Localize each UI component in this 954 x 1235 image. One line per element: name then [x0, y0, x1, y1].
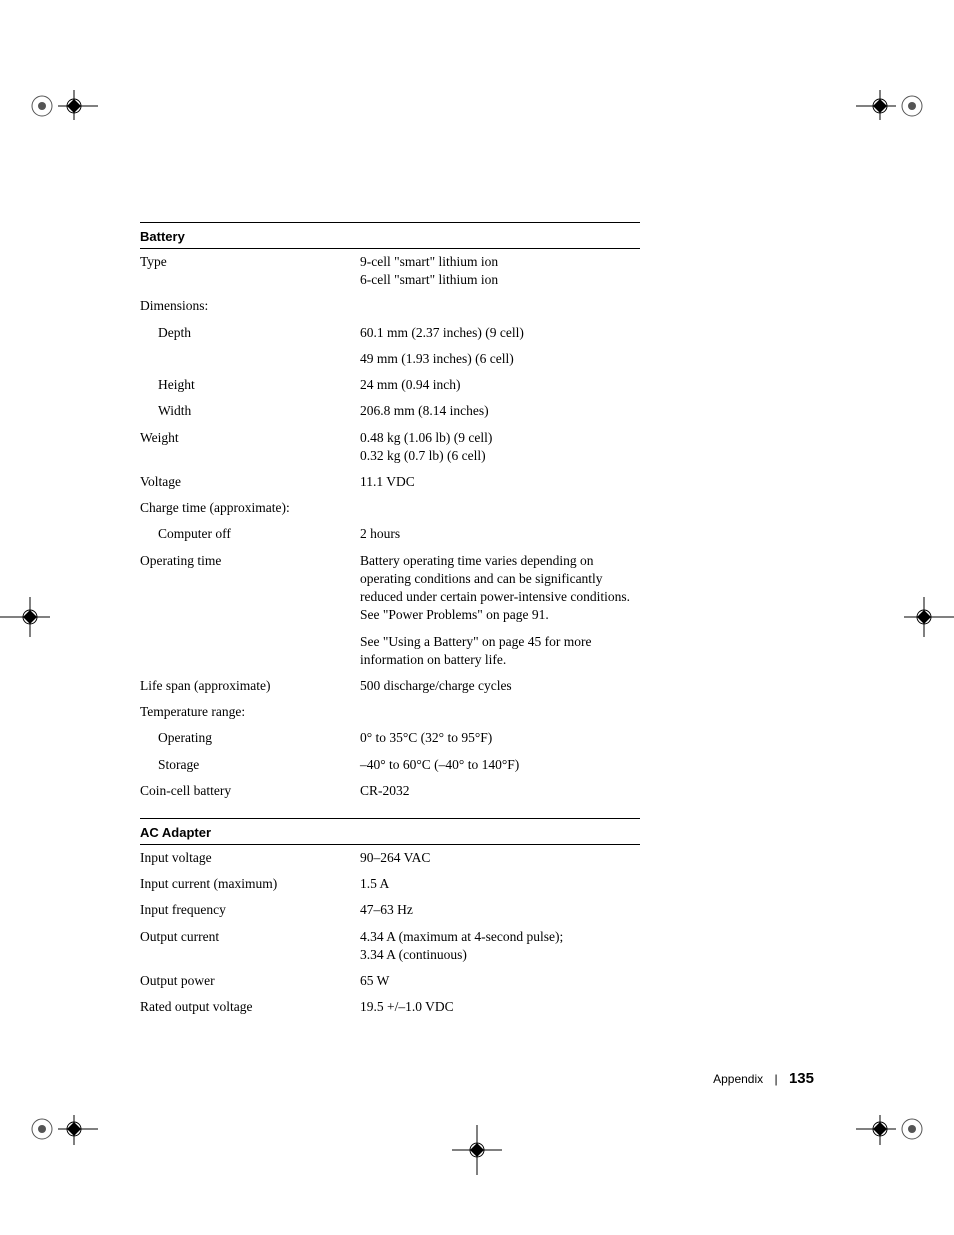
spec-value: 90–264 VAC	[360, 845, 640, 871]
table-row: Input current (maximum)1.5 A	[140, 871, 640, 897]
spec-value: 24 mm (0.94 inch)	[360, 372, 640, 398]
table-row: See "Using a Battery" on page 45 for mor…	[140, 629, 640, 673]
spec-value: 0° to 35°C (32° to 95°F)	[360, 725, 640, 751]
spec-label: Width	[140, 398, 360, 424]
spec-label: Output power	[140, 968, 360, 994]
table-row: Temperature range:	[140, 699, 640, 725]
spec-label: Temperature range:	[140, 699, 360, 725]
spec-label	[140, 346, 360, 372]
spec-value: 500 discharge/charge cycles	[360, 673, 640, 699]
spec-value: 4.34 A (maximum at 4-second pulse); 3.34…	[360, 924, 640, 968]
page-number: 135	[789, 1070, 814, 1087]
spec-value	[360, 495, 640, 521]
battery-table: Type9-cell "smart" lithium ion 6-cell "s…	[140, 249, 640, 804]
crop-mark-icon	[0, 582, 70, 652]
crop-mark-icon	[28, 50, 98, 120]
crop-mark-icon	[442, 1115, 512, 1185]
table-row: Dimensions:	[140, 293, 640, 319]
spec-label: Weight	[140, 425, 360, 469]
table-row: Width206.8 mm (8.14 inches)	[140, 398, 640, 424]
table-row: Operating0° to 35°C (32° to 95°F)	[140, 725, 640, 751]
table-row: Life span (approximate)500 discharge/cha…	[140, 673, 640, 699]
spec-value: –40° to 60°C (–40° to 140°F)	[360, 752, 640, 778]
ac-adapter-table: Input voltage90–264 VACInput current (ma…	[140, 845, 640, 1021]
spec-label: Depth	[140, 320, 360, 346]
ac-adapter-heading: AC Adapter	[140, 818, 640, 845]
table-row: Rated output voltage19.5 +/–1.0 VDC	[140, 994, 640, 1020]
crop-mark-icon	[884, 582, 954, 652]
table-row: Charge time (approximate):	[140, 495, 640, 521]
spec-label: Operating time	[140, 548, 360, 629]
table-row: Depth60.1 mm (2.37 inches) (9 cell)	[140, 320, 640, 346]
table-row: Type9-cell "smart" lithium ion 6-cell "s…	[140, 249, 640, 293]
spec-value	[360, 293, 640, 319]
spec-label: Dimensions:	[140, 293, 360, 319]
footer-section-label: Appendix	[713, 1072, 763, 1086]
spec-value: 65 W	[360, 968, 640, 994]
page-footer: Appendix | 135	[713, 1070, 814, 1087]
spec-value: CR-2032	[360, 778, 640, 804]
spec-value: 11.1 VDC	[360, 469, 640, 495]
table-row: Weight0.48 kg (1.06 lb) (9 cell) 0.32 kg…	[140, 425, 640, 469]
table-row: Coin-cell batteryCR-2032	[140, 778, 640, 804]
table-row: Input voltage90–264 VAC	[140, 845, 640, 871]
spec-value: 49 mm (1.93 inches) (6 cell)	[360, 346, 640, 372]
crop-mark-icon	[28, 1115, 98, 1185]
spec-label: Input voltage	[140, 845, 360, 871]
spec-label: Output current	[140, 924, 360, 968]
spec-label: Coin-cell battery	[140, 778, 360, 804]
spec-value: 47–63 Hz	[360, 897, 640, 923]
ac-adapter-section: AC Adapter Input voltage90–264 VACInput …	[140, 818, 640, 1021]
table-row: Height24 mm (0.94 inch)	[140, 372, 640, 398]
spec-label: Rated output voltage	[140, 994, 360, 1020]
table-row: Output power65 W	[140, 968, 640, 994]
page: Battery Type9-cell "smart" lithium ion 6…	[0, 0, 954, 1235]
table-row: Storage–40° to 60°C (–40° to 140°F)	[140, 752, 640, 778]
table-row: Operating timeBattery operating time var…	[140, 548, 640, 629]
spec-label: Computer off	[140, 521, 360, 547]
spec-value: 19.5 +/–1.0 VDC	[360, 994, 640, 1020]
spec-value: 2 hours	[360, 521, 640, 547]
spec-value: Battery operating time varies depending …	[360, 548, 640, 629]
table-row: Input frequency47–63 Hz	[140, 897, 640, 923]
battery-section: Battery Type9-cell "smart" lithium ion 6…	[140, 222, 640, 804]
spec-label	[140, 629, 360, 673]
crop-mark-icon	[856, 50, 926, 120]
spec-value: 206.8 mm (8.14 inches)	[360, 398, 640, 424]
spec-label: Height	[140, 372, 360, 398]
spec-label: Storage	[140, 752, 360, 778]
content-area: Battery Type9-cell "smart" lithium ion 6…	[140, 222, 640, 1021]
spec-value: 9-cell "smart" lithium ion 6-cell "smart…	[360, 249, 640, 293]
battery-heading: Battery	[140, 222, 640, 249]
spec-label: Type	[140, 249, 360, 293]
spec-label: Operating	[140, 725, 360, 751]
footer-separator: |	[775, 1072, 778, 1086]
table-row: Computer off2 hours	[140, 521, 640, 547]
table-row: Voltage11.1 VDC	[140, 469, 640, 495]
spec-value: 60.1 mm (2.37 inches) (9 cell)	[360, 320, 640, 346]
spec-value: 1.5 A	[360, 871, 640, 897]
table-row: Output current4.34 A (maximum at 4-secon…	[140, 924, 640, 968]
spec-label: Charge time (approximate):	[140, 495, 360, 521]
spec-label: Input current (maximum)	[140, 871, 360, 897]
spec-value	[360, 699, 640, 725]
spec-value: 0.48 kg (1.06 lb) (9 cell) 0.32 kg (0.7 …	[360, 425, 640, 469]
crop-mark-icon	[856, 1115, 926, 1185]
spec-label: Input frequency	[140, 897, 360, 923]
spec-label: Voltage	[140, 469, 360, 495]
spec-value: See "Using a Battery" on page 45 for mor…	[360, 629, 640, 673]
table-row: 49 mm (1.93 inches) (6 cell)	[140, 346, 640, 372]
spec-label: Life span (approximate)	[140, 673, 360, 699]
